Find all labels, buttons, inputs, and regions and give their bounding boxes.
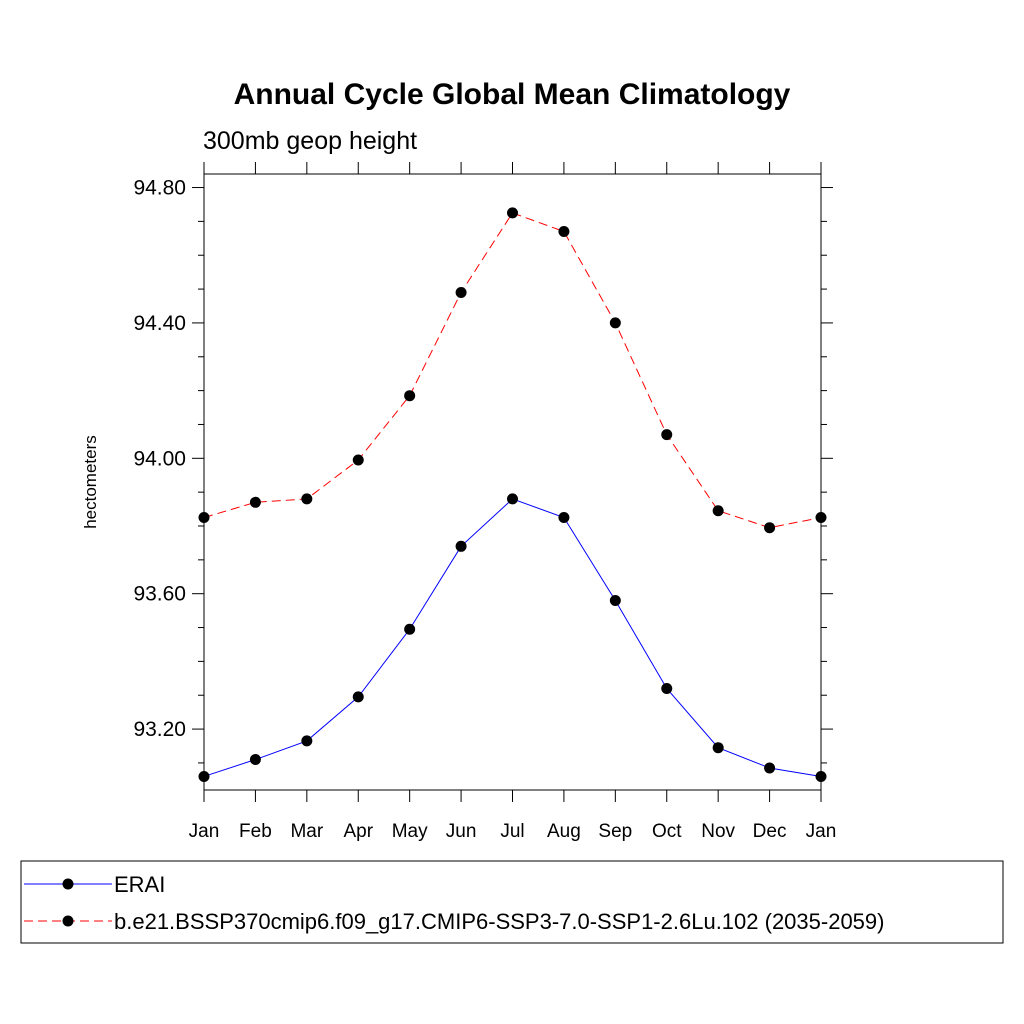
plot-frame — [203, 173, 822, 791]
data-point — [815, 770, 827, 782]
data-point — [507, 493, 518, 505]
data-point — [198, 770, 210, 782]
x-tick-label: Apr — [343, 821, 373, 842]
series-line-0 — [203, 498, 822, 777]
y-tick-label: 94.00 — [133, 447, 186, 470]
data-point — [352, 454, 364, 466]
x-tick-label: Nov — [701, 821, 735, 842]
legend-marker-0 — [62, 878, 74, 890]
data-point — [507, 207, 518, 219]
legend-label-0: ERAI — [114, 872, 165, 897]
data-point — [712, 742, 724, 754]
series-line-1 — [203, 212, 822, 529]
x-tick-label: Sep — [598, 821, 632, 842]
data-point — [764, 762, 776, 774]
data-point — [815, 512, 827, 524]
data-point — [301, 493, 313, 505]
data-point — [455, 286, 467, 298]
data-point — [609, 594, 621, 606]
x-tick-label: Jan — [189, 821, 220, 842]
data-point — [558, 512, 570, 524]
chart-title: Annual Cycle Global Mean Climatology — [234, 78, 791, 111]
y-tick-label: 94.40 — [133, 312, 186, 335]
series-group — [198, 207, 827, 782]
x-tick-label: Jun — [446, 821, 477, 842]
y-tick-label: 93.60 — [133, 583, 186, 606]
x-tick-label: Mar — [290, 821, 323, 842]
data-point — [558, 226, 570, 238]
legend-box — [20, 860, 1004, 944]
data-point — [455, 540, 467, 552]
data-point — [609, 317, 621, 329]
x-tick-label: Feb — [239, 821, 272, 842]
data-point — [352, 691, 364, 703]
y-tick-label: 93.20 — [133, 718, 186, 741]
x-tick-label: Jan — [806, 821, 837, 842]
y-axis-ticks: 93.20 93.60 94.00 94.40 94.80 — [133, 177, 833, 764]
data-point — [301, 735, 313, 747]
x-tick-label: Oct — [652, 821, 682, 842]
x-tick-label: Aug — [547, 821, 581, 842]
data-point — [764, 522, 776, 534]
legend-marker-1 — [62, 915, 74, 927]
x-tick-label: Dec — [753, 821, 787, 842]
x-tick-label: May — [392, 821, 428, 842]
y-axis-label: hectometers — [81, 435, 100, 529]
legend-label-1: b.e21.BSSP370cmip6.f09_g17.CMIP6-SSP3-7.… — [114, 909, 884, 934]
data-point — [249, 754, 261, 766]
data-point — [198, 512, 210, 524]
data-point — [404, 390, 416, 402]
data-point — [404, 623, 416, 635]
legend: ERAI b.e21.BSSP370cmip6.f09_g17.CMIP6-SSP… — [24, 872, 884, 934]
x-tick-label: Jul — [500, 821, 524, 842]
data-point — [661, 429, 673, 441]
data-point — [249, 496, 261, 508]
data-point — [661, 682, 673, 694]
data-point — [712, 505, 724, 517]
x-axis-ticks: Jan Feb Mar Apr May Jun Jul Aug Sep Oct Nov Dec Jan — [189, 162, 837, 842]
y-tick-label: 94.80 — [133, 177, 186, 200]
chart-subtitle: 300mb geop height — [203, 127, 417, 155]
